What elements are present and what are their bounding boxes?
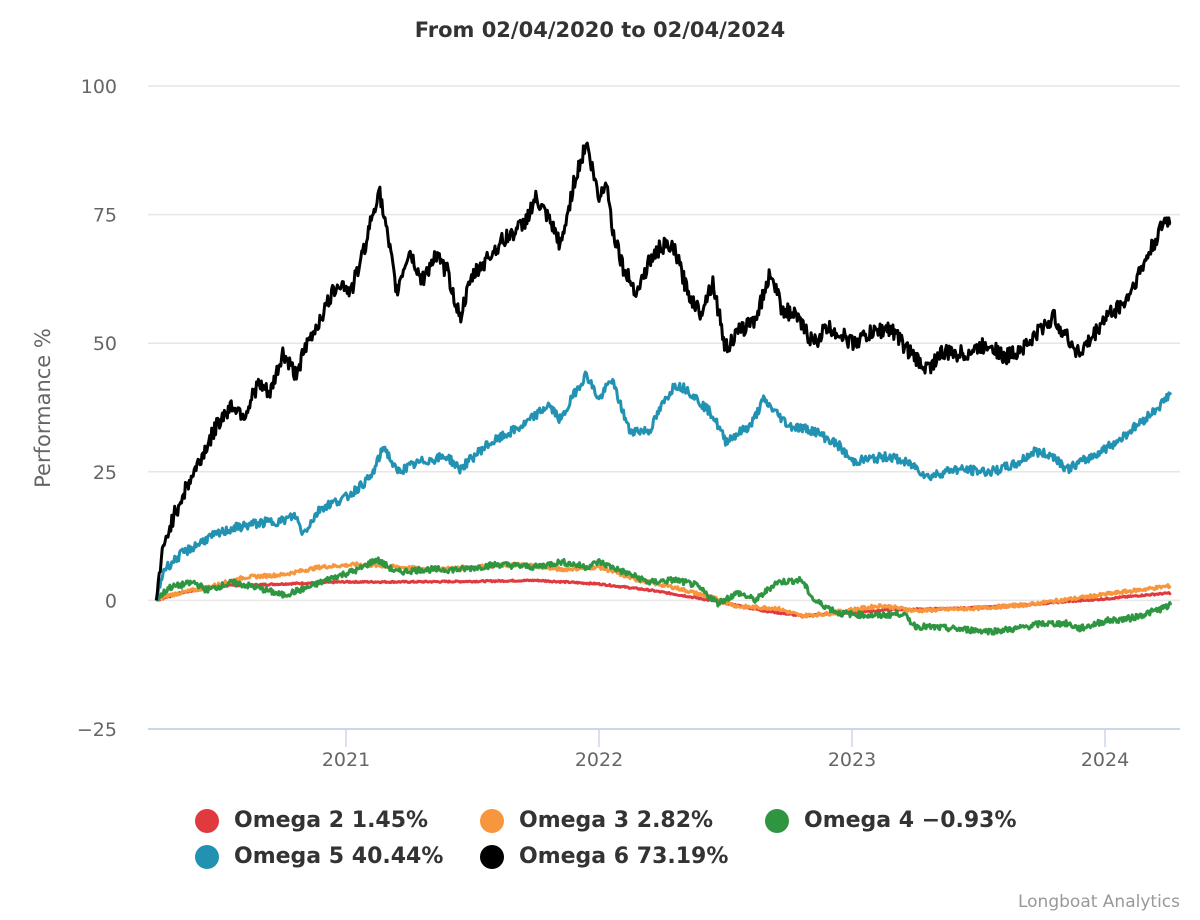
x-tick-label: 2024	[1081, 749, 1129, 771]
x-tick-label: 2022	[575, 749, 623, 771]
chart-title: From 02/04/2020 to 02/04/2024	[415, 18, 786, 42]
series-line-omega-5[interactable]	[154, 370, 1173, 601]
legend-label: Omega 2 1.45%	[234, 808, 429, 833]
series-line-omega-4[interactable]	[155, 556, 1173, 636]
legend-item-omega-3[interactable]: Omega 3 2.82%	[480, 808, 713, 833]
legend-marker-icon	[480, 808, 504, 833]
y-axis-label: Performance %	[31, 328, 55, 488]
y-tick-label: 50	[93, 333, 117, 355]
y-tick-label: 100	[81, 76, 117, 98]
series-line-omega-6[interactable]	[154, 141, 1172, 601]
series-line-omega-3[interactable]	[155, 561, 1172, 619]
y-tick-label: 0	[105, 590, 117, 612]
gridlines	[148, 85, 1180, 730]
legend-item-omega-2[interactable]: Omega 2 1.45%	[195, 808, 428, 833]
legend-label: Omega 5 40.44%	[234, 844, 444, 869]
credits-label[interactable]: Longboat Analytics	[1017, 892, 1180, 912]
legend-marker-icon	[765, 808, 789, 833]
legend-item-omega-5[interactable]: Omega 5 40.44%	[195, 844, 443, 869]
series-lines	[154, 141, 1173, 636]
legend-label: Omega 3 2.82%	[519, 808, 714, 833]
x-axis: 2021 2022 2023 2024	[322, 729, 1129, 771]
legend-item-omega-6[interactable]: Omega 6 73.19%	[480, 844, 728, 869]
legend-item-omega-4[interactable]: Omega 4 −0.93%	[765, 808, 1017, 833]
x-tick-label: 2023	[828, 749, 876, 771]
y-axis-ticks: 100 75 50 25 0 −25	[77, 76, 117, 741]
legend-marker-icon	[195, 808, 219, 833]
legend-marker-icon	[480, 844, 504, 869]
legend-label: Omega 4 −0.93%	[804, 808, 1017, 833]
x-tick-label: 2021	[322, 749, 370, 771]
y-tick-label: −25	[77, 719, 117, 741]
y-tick-label: 75	[93, 205, 117, 227]
legend-marker-icon	[195, 844, 219, 869]
legend-label: Omega 6 73.19%	[519, 844, 729, 869]
y-tick-label: 25	[93, 462, 117, 484]
